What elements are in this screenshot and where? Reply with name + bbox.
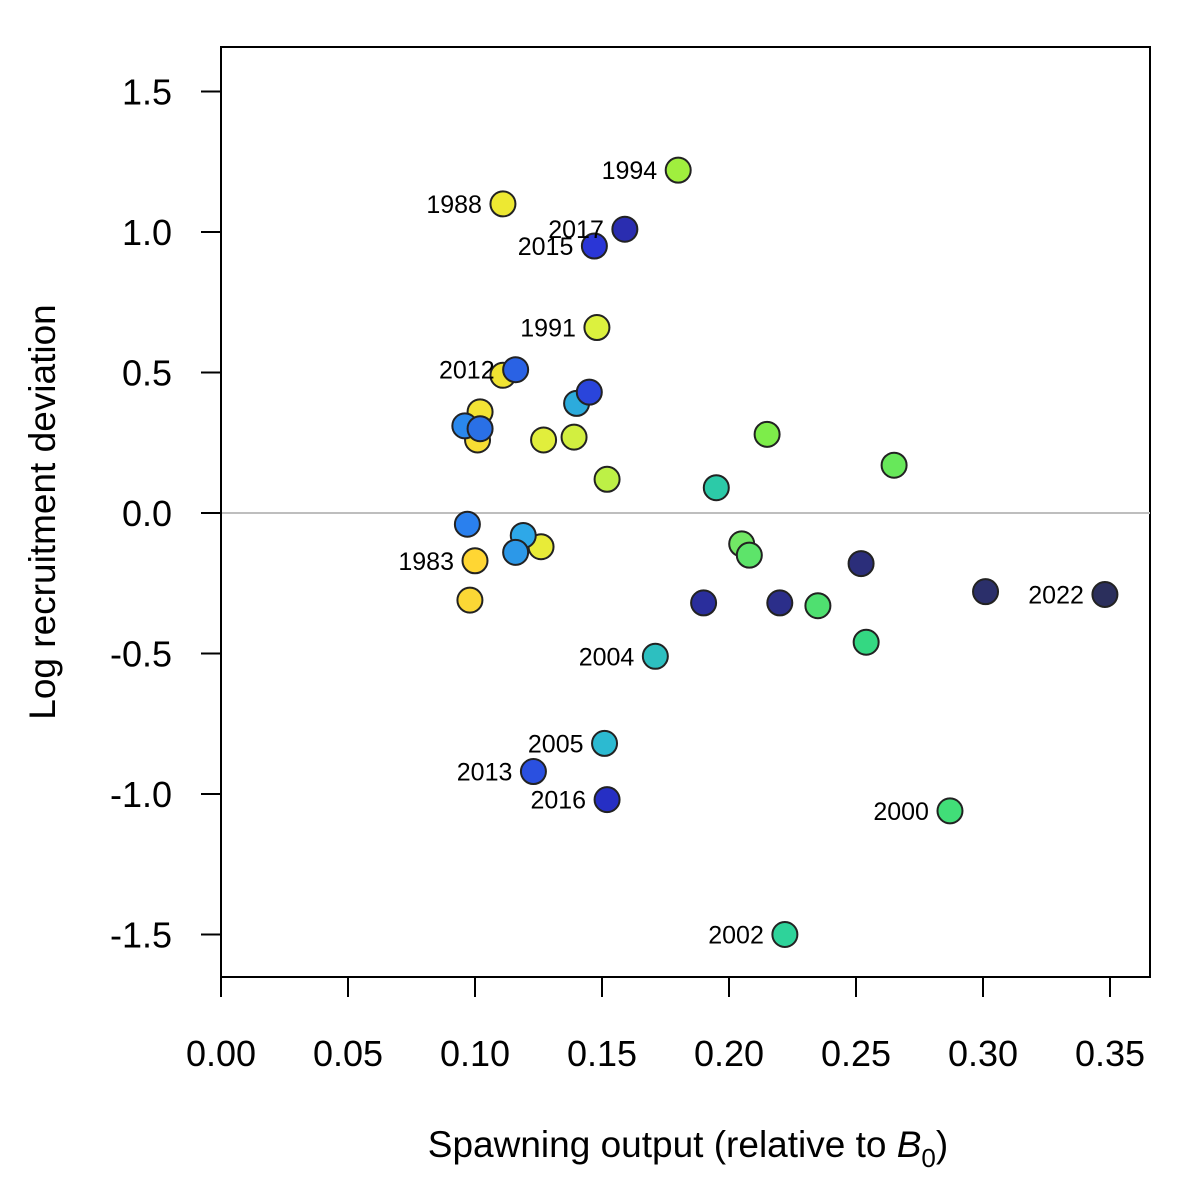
point-year-label: 2012 <box>439 357 495 385</box>
data-point <box>502 356 530 384</box>
year-labels: 1983 1988 1991 1994 2000 2002 2004 2005 2012 2013… <box>398 157 1084 949</box>
data-point <box>489 190 517 218</box>
y-tick-label: 1.5 <box>122 72 172 113</box>
y-tick-label: 1.0 <box>122 212 172 253</box>
point-year-label: 1988 <box>426 191 482 219</box>
data-point <box>502 538 530 566</box>
point-year-label: 2017 <box>548 216 604 244</box>
data-point <box>972 578 1000 606</box>
x-tick-label: 0.10 <box>440 1033 510 1074</box>
point-year-label: 2000 <box>873 798 929 826</box>
point-year-label: 1991 <box>520 315 576 343</box>
y-tick-label: 0.0 <box>122 493 172 534</box>
data-point <box>583 314 611 342</box>
data-point <box>735 541 763 569</box>
y-axis-title: Log recruitment deviation <box>22 304 63 719</box>
data-point <box>771 921 799 948</box>
data-point <box>702 474 730 502</box>
x-tick-label: 0.30 <box>948 1033 1018 1074</box>
point-year-label: 2022 <box>1028 581 1084 609</box>
data-point <box>766 589 794 617</box>
data-point <box>453 510 481 538</box>
point-year-label: 2015 <box>518 233 574 261</box>
data-point <box>593 786 621 814</box>
point-year-label: 2004 <box>579 643 635 671</box>
point-year-label: 1994 <box>602 157 658 185</box>
y-axis: 1.5 1.0 0.5 0.0 -0.5 -1.0 -1.5 <box>110 72 222 956</box>
x-tick-label: 0.35 <box>1075 1033 1145 1074</box>
x-axis-title: Spawning output (relative to B0) <box>428 1124 948 1173</box>
data-point <box>1091 580 1119 608</box>
data-point <box>456 586 484 614</box>
x-tick-label: 0.00 <box>186 1033 256 1074</box>
data-point <box>611 215 639 243</box>
data-point <box>580 232 608 260</box>
data-point <box>575 378 603 406</box>
point-year-label: 2002 <box>708 922 764 950</box>
data-point <box>690 589 718 617</box>
data-point <box>466 415 494 443</box>
data-point <box>664 156 692 184</box>
x-tick-label: 0.15 <box>567 1033 637 1074</box>
data-point <box>519 758 547 786</box>
y-tick-label: 0.5 <box>122 353 172 394</box>
data-point <box>936 797 964 825</box>
data-point <box>593 465 621 493</box>
point-year-label: 2005 <box>528 730 584 758</box>
point-year-label: 2016 <box>530 787 586 815</box>
y-tick-label: -0.5 <box>110 634 172 675</box>
data-point <box>852 628 880 656</box>
data-points <box>451 156 1119 948</box>
data-point <box>880 451 908 479</box>
data-point <box>641 642 669 670</box>
x-tick-label: 0.20 <box>694 1033 764 1074</box>
y-tick-label: -1.5 <box>110 915 172 956</box>
data-point <box>560 423 588 451</box>
data-point <box>804 592 832 620</box>
x-axis: 0.00 0.05 0.10 0.15 0.20 0.25 0.30 0.35 <box>186 976 1145 1074</box>
x-tick-label: 0.25 <box>821 1033 891 1074</box>
data-point <box>591 729 619 757</box>
data-point <box>847 550 875 578</box>
point-year-label: 2013 <box>457 759 513 787</box>
data-point <box>461 547 489 575</box>
x-tick-label: 0.05 <box>313 1033 383 1074</box>
data-point <box>530 426 558 454</box>
data-point <box>753 420 781 448</box>
y-tick-label: -1.0 <box>110 774 172 815</box>
point-year-label: 1983 <box>398 548 454 576</box>
